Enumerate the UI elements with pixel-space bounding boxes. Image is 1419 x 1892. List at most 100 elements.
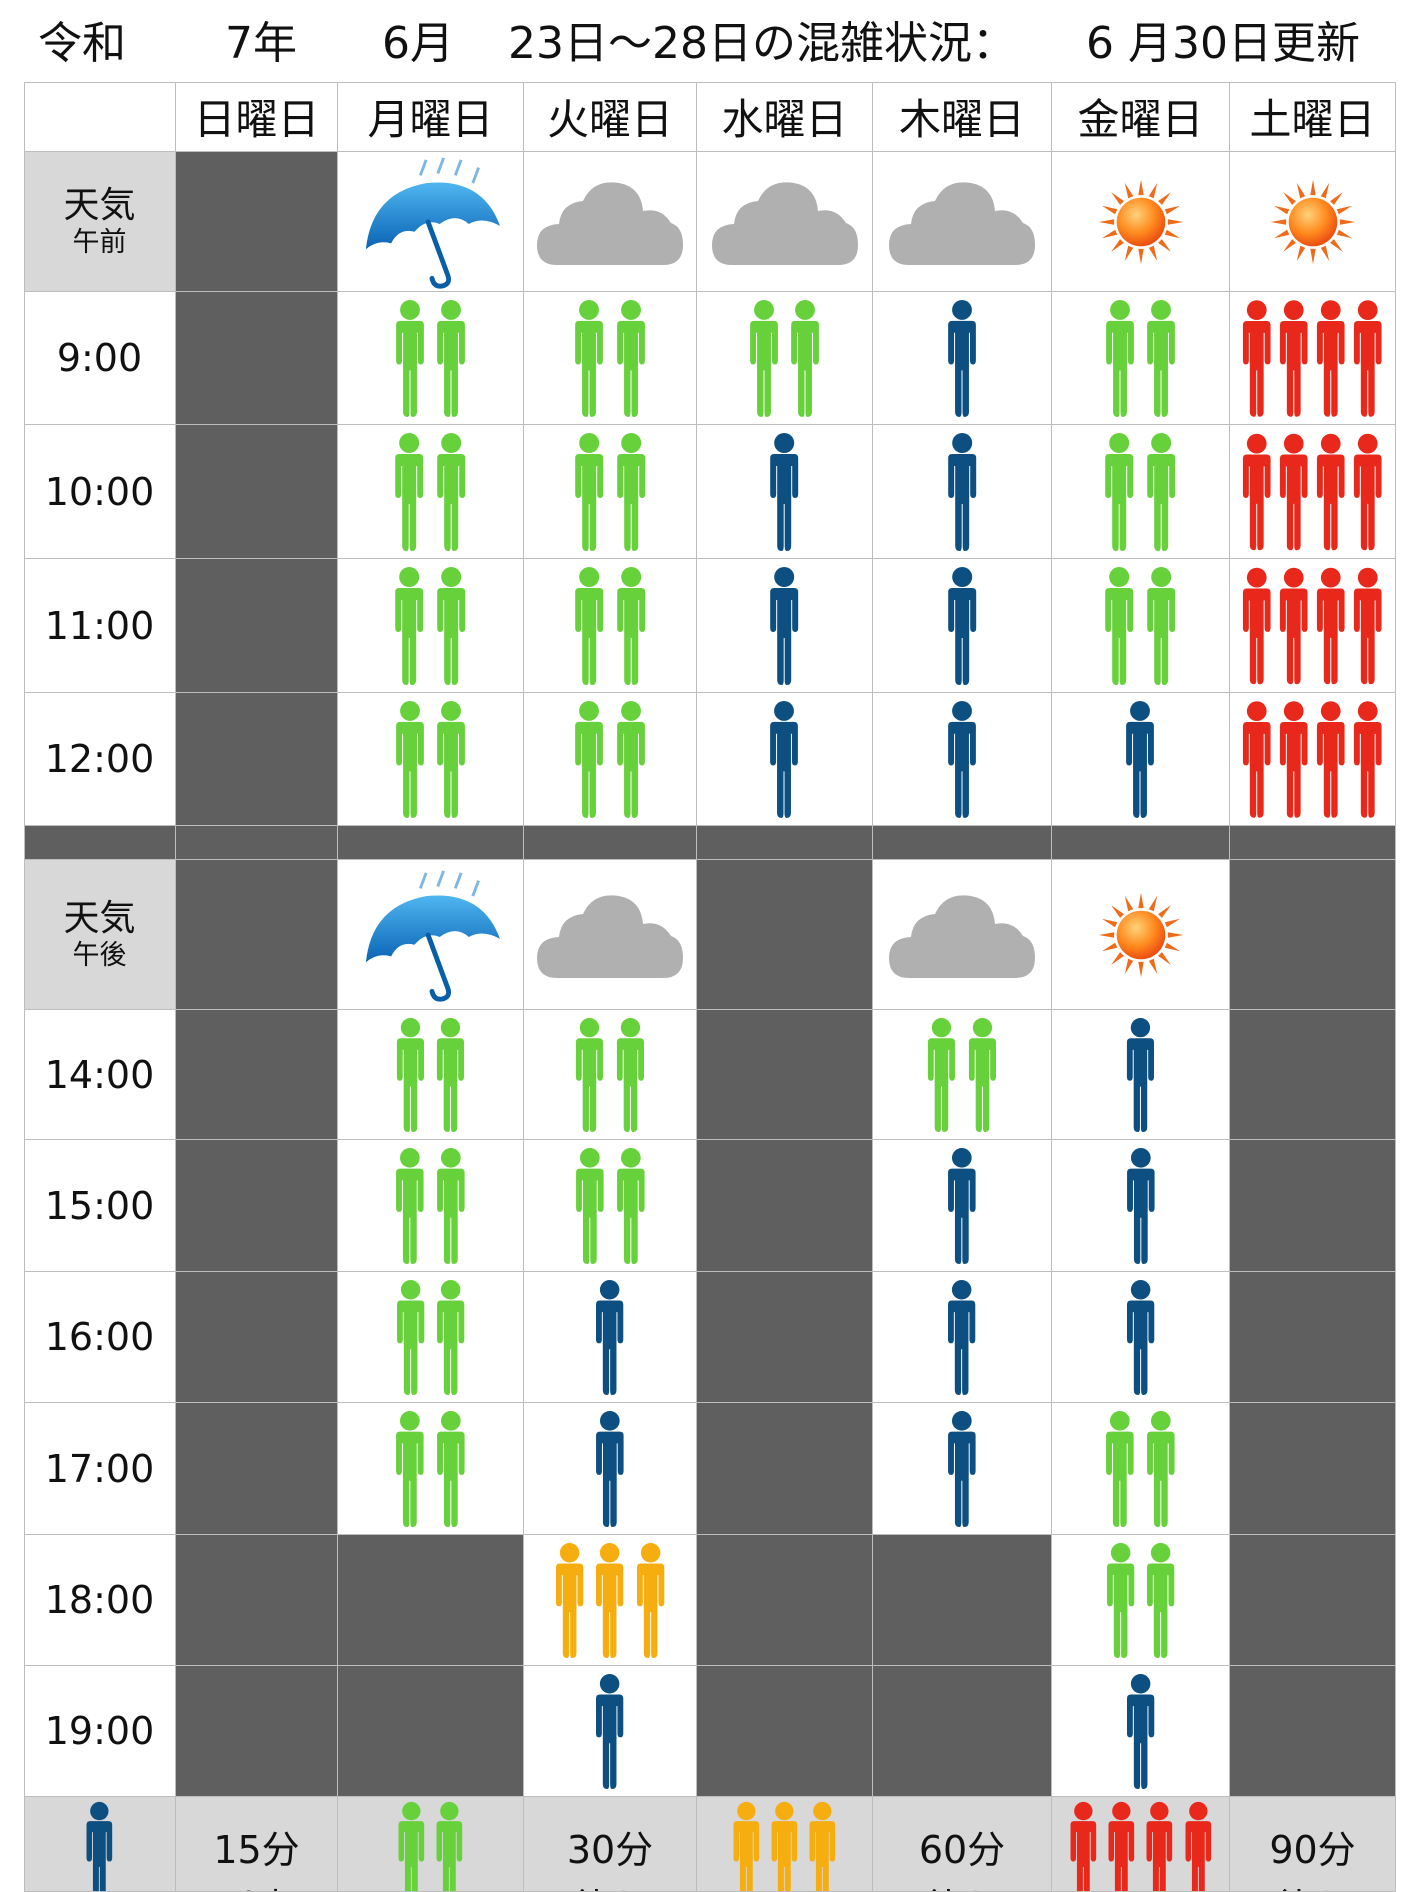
person-icon xyxy=(1317,299,1345,417)
legend-line1: 15分 xyxy=(213,1828,300,1872)
person-icon xyxy=(396,1279,424,1395)
time-label-cell: 11:00 xyxy=(24,559,176,693)
closed-cell xyxy=(1230,1535,1396,1666)
crowd-level-4-icon xyxy=(1237,299,1388,418)
crowd-level-3-icon xyxy=(548,1542,673,1659)
closed-cell xyxy=(1230,1666,1396,1797)
day-label: 水曜日 xyxy=(721,95,848,144)
crowd-level-1-icon xyxy=(588,1410,632,1528)
crowd-level-4-icon xyxy=(1237,432,1388,552)
crowd-cell xyxy=(873,292,1052,425)
person-icon xyxy=(637,1542,665,1658)
person-icon xyxy=(575,299,604,417)
closed-cell xyxy=(176,425,338,559)
crowd-level-1-icon xyxy=(79,1801,120,1891)
person-icon xyxy=(616,1147,645,1264)
person-icon xyxy=(1105,566,1134,685)
crowd-cell xyxy=(1052,693,1230,826)
person-icon xyxy=(1242,700,1271,818)
time-label-cell: 18:00 xyxy=(24,1535,176,1666)
crowd-cell xyxy=(338,1272,524,1403)
sun-icon xyxy=(1098,892,1183,977)
person-icon xyxy=(1280,433,1308,550)
time-label: 11:00 xyxy=(44,603,155,648)
weather-period-text: 午前 xyxy=(72,226,127,258)
legend-wait-time: 90分待ち xyxy=(1269,1797,1355,1891)
crowd-level-1-icon xyxy=(940,566,984,686)
crowd-level-2-icon xyxy=(1098,299,1183,418)
crowd-cell xyxy=(873,1140,1052,1272)
person-icon xyxy=(1354,567,1383,684)
closed-cell xyxy=(338,1535,524,1666)
person-icon xyxy=(436,1801,463,1891)
closed-cell xyxy=(176,292,338,425)
legend-line1: 60分 xyxy=(918,1828,1006,1872)
crowd-level-1-icon xyxy=(762,432,806,552)
legend-text-cell: 30分待ち xyxy=(524,1797,697,1892)
weather-cell xyxy=(524,860,697,1010)
crowd-cell xyxy=(524,1010,697,1140)
weather-cell xyxy=(1052,152,1230,292)
weather-cell xyxy=(1052,860,1230,1010)
closed-cell xyxy=(1230,1010,1396,1140)
crowd-level-1-icon xyxy=(1118,700,1162,819)
person-icon xyxy=(596,1673,624,1789)
weather-cell xyxy=(338,152,524,292)
person-icon xyxy=(1280,700,1308,818)
crowd-cell xyxy=(524,425,697,559)
person-icon xyxy=(437,432,466,551)
person-icon xyxy=(1280,299,1308,417)
time-label: 9:00 xyxy=(56,336,143,380)
crowd-cell xyxy=(1052,1010,1230,1140)
weather-cell xyxy=(697,152,873,292)
closed-cell xyxy=(697,1272,873,1403)
crowd-cell xyxy=(338,1403,524,1535)
crowd-cell xyxy=(1052,292,1230,425)
closed-cell xyxy=(176,1272,338,1403)
crowd-level-2-icon xyxy=(389,1279,473,1396)
person-icon xyxy=(1317,567,1345,684)
cloud-icon xyxy=(889,181,1035,265)
person-icon xyxy=(948,700,976,818)
day-header: 月曜日 xyxy=(338,82,524,152)
person-icon xyxy=(616,432,645,551)
legend-text-cell: 15分以内 xyxy=(176,1797,338,1892)
person-icon xyxy=(1354,433,1383,550)
crowd-level-1-icon xyxy=(940,432,984,552)
weather-cell xyxy=(338,860,524,1010)
person-icon xyxy=(395,700,424,818)
weather-period-text: 午後 xyxy=(72,939,127,971)
weather-label-cell: 天気 午前 xyxy=(24,152,176,292)
person-icon xyxy=(576,1017,604,1132)
crowd-level-2-icon xyxy=(568,1147,653,1265)
closed-cell xyxy=(1230,1403,1396,1535)
title-updated: 6 月30日更新 xyxy=(1086,18,1360,69)
legend-icon-cell xyxy=(697,1797,873,1892)
person-icon xyxy=(928,1017,956,1132)
legend-wait-time: 30分待ち xyxy=(567,1797,653,1891)
day-header: 日曜日 xyxy=(176,82,338,152)
person-icon xyxy=(437,1017,465,1132)
time-label: 15:00 xyxy=(44,1183,155,1228)
crowd-level-2-icon xyxy=(567,566,653,686)
day-label: 土曜日 xyxy=(1249,95,1376,144)
closed-cell xyxy=(1230,1140,1396,1272)
person-icon xyxy=(596,1410,624,1527)
crowd-cell xyxy=(873,693,1052,826)
crowd-cell xyxy=(1230,559,1396,693)
time-label: 19:00 xyxy=(44,1709,155,1753)
person-icon xyxy=(1105,432,1134,551)
closed-cell xyxy=(697,860,873,1010)
legend-icon-cell xyxy=(24,1797,176,1892)
time-label: 16:00 xyxy=(44,1315,155,1359)
person-icon xyxy=(616,700,645,818)
crowd-cell xyxy=(1230,292,1396,425)
closed-cell xyxy=(697,1535,873,1666)
person-icon xyxy=(1108,1801,1135,1891)
crowd-level-2-icon xyxy=(391,1801,470,1891)
person-icon xyxy=(396,1017,424,1132)
person-icon xyxy=(1147,566,1176,685)
day-header: 土曜日 xyxy=(1230,82,1396,152)
day-header: 水曜日 xyxy=(697,82,873,152)
closed-cell xyxy=(1230,860,1396,1010)
